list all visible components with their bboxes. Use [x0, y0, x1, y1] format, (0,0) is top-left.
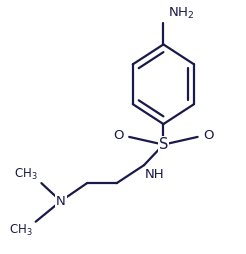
- Text: CH$_3$: CH$_3$: [14, 167, 38, 182]
- Text: N: N: [56, 195, 66, 208]
- Text: S: S: [159, 137, 168, 152]
- Text: CH$_3$: CH$_3$: [9, 223, 32, 238]
- Text: NH: NH: [145, 168, 165, 181]
- Text: O: O: [203, 129, 214, 142]
- Text: NH$_2$: NH$_2$: [168, 5, 194, 21]
- Text: O: O: [113, 129, 123, 142]
